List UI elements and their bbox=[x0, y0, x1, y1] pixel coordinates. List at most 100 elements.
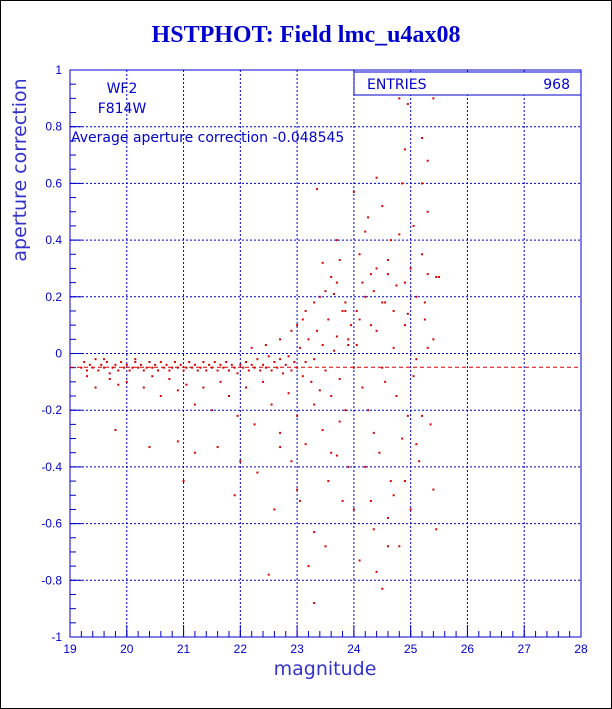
data-point bbox=[344, 309, 347, 312]
data-point bbox=[222, 366, 225, 369]
data-point bbox=[114, 363, 117, 366]
data-point bbox=[344, 301, 347, 304]
data-point bbox=[378, 451, 381, 454]
data-point bbox=[398, 97, 401, 100]
data-point bbox=[219, 380, 222, 383]
data-point bbox=[287, 355, 290, 358]
data-point bbox=[267, 355, 270, 358]
data-point bbox=[111, 366, 114, 369]
data-point bbox=[245, 361, 248, 364]
x-tick-label: 22 bbox=[234, 642, 248, 656]
y-tick-label: -0.8 bbox=[41, 573, 62, 587]
data-point bbox=[262, 363, 265, 366]
data-point bbox=[421, 137, 424, 140]
data-point bbox=[281, 372, 284, 375]
data-point bbox=[284, 363, 287, 366]
data-point bbox=[352, 366, 355, 369]
data-point bbox=[423, 318, 426, 321]
data-point bbox=[344, 409, 347, 412]
data-point bbox=[389, 239, 392, 242]
data-point bbox=[191, 366, 194, 369]
data-point bbox=[415, 358, 418, 361]
data-point bbox=[415, 295, 418, 298]
x-tick-label: 19 bbox=[63, 642, 77, 656]
data-point bbox=[313, 301, 316, 304]
data-point bbox=[347, 343, 350, 346]
data-point bbox=[395, 395, 398, 398]
data-point bbox=[225, 361, 228, 364]
data-point bbox=[364, 465, 367, 468]
data-point bbox=[213, 361, 216, 364]
data-point bbox=[298, 499, 301, 502]
data-point bbox=[409, 508, 412, 511]
data-point bbox=[148, 361, 151, 364]
data-point bbox=[330, 275, 333, 278]
data-point bbox=[406, 312, 409, 315]
data-point bbox=[233, 366, 236, 369]
data-point bbox=[341, 309, 344, 312]
data-point bbox=[381, 366, 384, 369]
data-point bbox=[330, 451, 333, 454]
data-point bbox=[421, 414, 424, 417]
x-axis-title: magnitude bbox=[274, 658, 377, 680]
data-point bbox=[423, 301, 426, 304]
axis-ticks bbox=[69, 69, 582, 638]
data-point bbox=[171, 366, 174, 369]
data-point bbox=[94, 386, 97, 389]
data-point bbox=[105, 361, 108, 364]
data-point bbox=[324, 545, 327, 548]
data-point bbox=[398, 233, 401, 236]
data-point bbox=[392, 309, 395, 312]
data-point bbox=[236, 414, 239, 417]
data-point bbox=[335, 239, 338, 242]
data-point bbox=[230, 363, 233, 366]
data-point bbox=[253, 423, 256, 426]
data-point bbox=[364, 230, 367, 233]
data-point bbox=[355, 309, 358, 312]
data-point bbox=[117, 383, 120, 386]
data-point bbox=[307, 338, 310, 341]
data-point bbox=[176, 366, 179, 369]
data-point bbox=[327, 318, 330, 321]
data-point bbox=[369, 273, 372, 276]
data-point bbox=[333, 349, 336, 352]
data-point bbox=[426, 346, 429, 349]
data-point bbox=[103, 366, 106, 369]
data-point bbox=[151, 375, 154, 378]
data-point bbox=[401, 182, 404, 185]
data-point bbox=[80, 366, 83, 369]
data-point bbox=[185, 366, 188, 369]
data-point bbox=[333, 292, 336, 295]
data-point bbox=[384, 380, 387, 383]
data-point bbox=[233, 494, 236, 497]
data-point bbox=[103, 358, 106, 361]
data-point bbox=[293, 361, 296, 364]
data-point bbox=[412, 224, 415, 227]
data-point bbox=[279, 446, 282, 449]
data-point bbox=[304, 309, 307, 312]
data-point bbox=[290, 369, 293, 372]
data-point bbox=[148, 446, 151, 449]
data-point bbox=[114, 429, 117, 432]
data-point bbox=[279, 431, 282, 434]
data-point bbox=[165, 363, 168, 366]
data-point bbox=[435, 528, 438, 531]
data-point bbox=[372, 290, 375, 293]
data-point bbox=[330, 395, 333, 398]
x-tick-label: 21 bbox=[177, 642, 191, 656]
data-point bbox=[358, 318, 361, 321]
data-point bbox=[321, 343, 324, 346]
data-point bbox=[438, 275, 441, 278]
data-point bbox=[347, 338, 350, 341]
stats-box bbox=[353, 71, 582, 96]
data-point bbox=[154, 363, 157, 366]
data-point bbox=[347, 465, 350, 468]
data-point bbox=[401, 437, 404, 440]
data-point bbox=[159, 395, 162, 398]
data-point bbox=[134, 358, 137, 361]
data-point bbox=[313, 358, 316, 361]
x-tick-label: 28 bbox=[574, 642, 588, 656]
data-point bbox=[264, 343, 267, 346]
data-point bbox=[94, 358, 97, 361]
